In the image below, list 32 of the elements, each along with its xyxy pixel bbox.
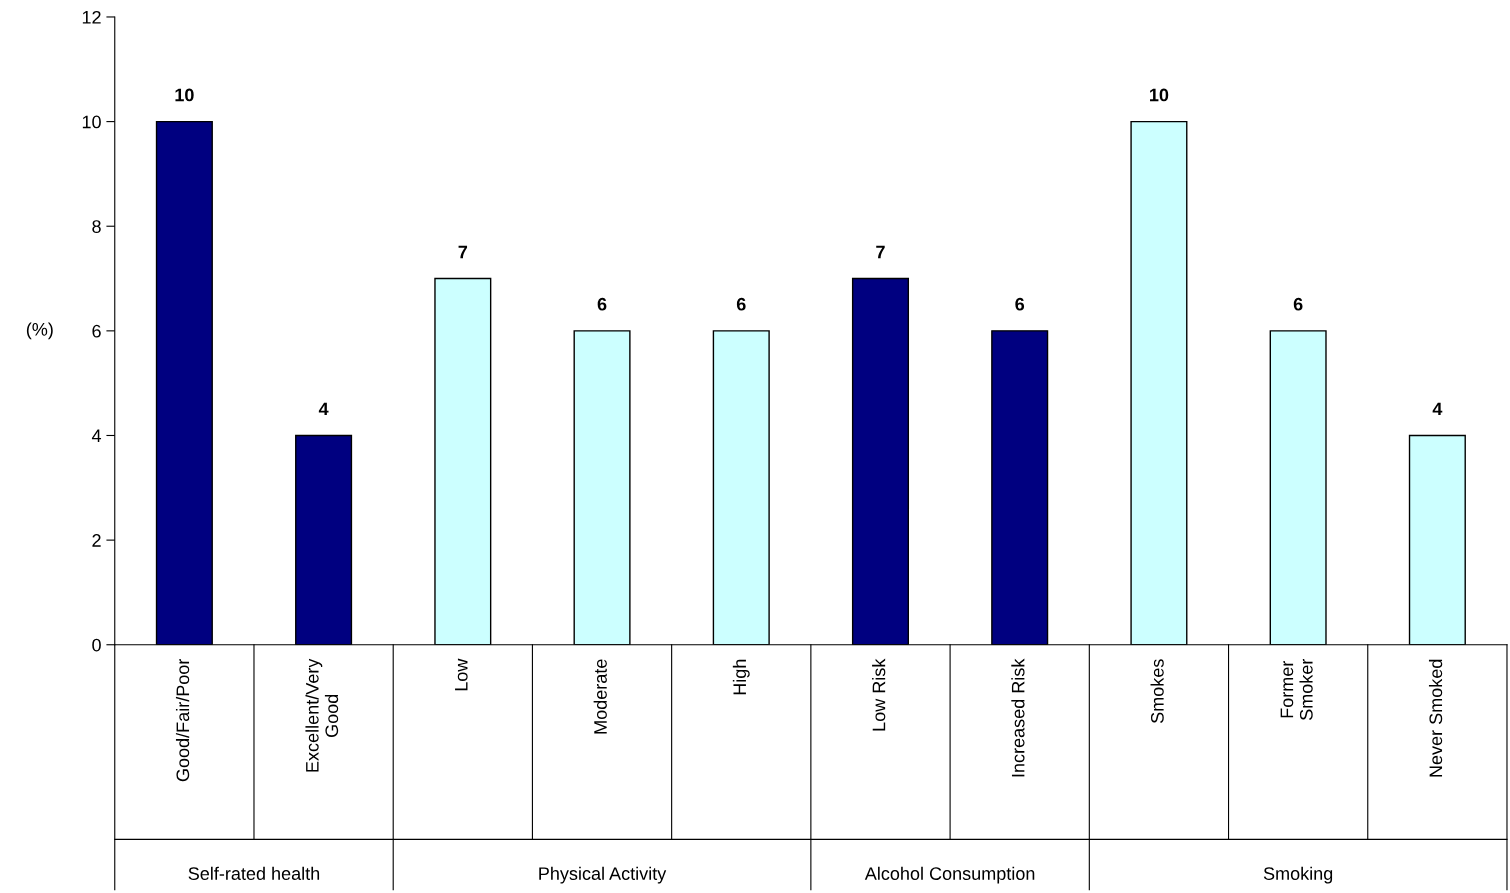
y-tick-label: 4 bbox=[91, 429, 102, 443]
data-label: 6 bbox=[736, 297, 746, 311]
data-label: 7 bbox=[876, 245, 885, 259]
x-tick-label: Moderate bbox=[593, 659, 607, 734]
data-label: 6 bbox=[597, 297, 607, 311]
x-tick-label: Low Risk bbox=[872, 658, 886, 731]
data-label: 6 bbox=[1015, 297, 1025, 311]
data-label: 4 bbox=[1432, 402, 1443, 416]
text: Self-rated health bbox=[188, 866, 320, 880]
y-tick-label: 0 bbox=[92, 638, 101, 652]
data-label: 6 bbox=[1293, 297, 1303, 311]
data-label: 10 bbox=[1150, 88, 1169, 102]
y-tick-label: 2 bbox=[92, 534, 101, 547]
x-tick-label: Low bbox=[455, 658, 468, 691]
data-label: 10 bbox=[175, 88, 194, 102]
x-tick-label: Good/Fair/Poor bbox=[175, 658, 190, 782]
y-axis-title: (%) bbox=[26, 322, 53, 340]
text: Alcohol Consumption bbox=[864, 866, 1035, 884]
x-tick-label: Never Smoked bbox=[1428, 659, 1443, 777]
text: Physical Activity bbox=[539, 866, 667, 884]
y-tick-label: 10 bbox=[82, 115, 101, 129]
x-tick-label: Excellent/Very Good bbox=[305, 658, 339, 772]
text: Smoking bbox=[1263, 866, 1333, 884]
x-tick-label: Former Smoker bbox=[1280, 658, 1313, 721]
x-tick-label: Smokes bbox=[1150, 659, 1164, 724]
data-label: 4 bbox=[318, 402, 329, 416]
y-tick-label: 6 bbox=[92, 324, 101, 338]
data-label: 7 bbox=[458, 245, 468, 259]
x-tick-label: Increased Risk bbox=[1011, 658, 1025, 777]
y-tick-label: 12 bbox=[82, 10, 101, 24]
y-tick-label: 8 bbox=[92, 220, 101, 233]
x-tick-label: High bbox=[732, 659, 750, 695]
